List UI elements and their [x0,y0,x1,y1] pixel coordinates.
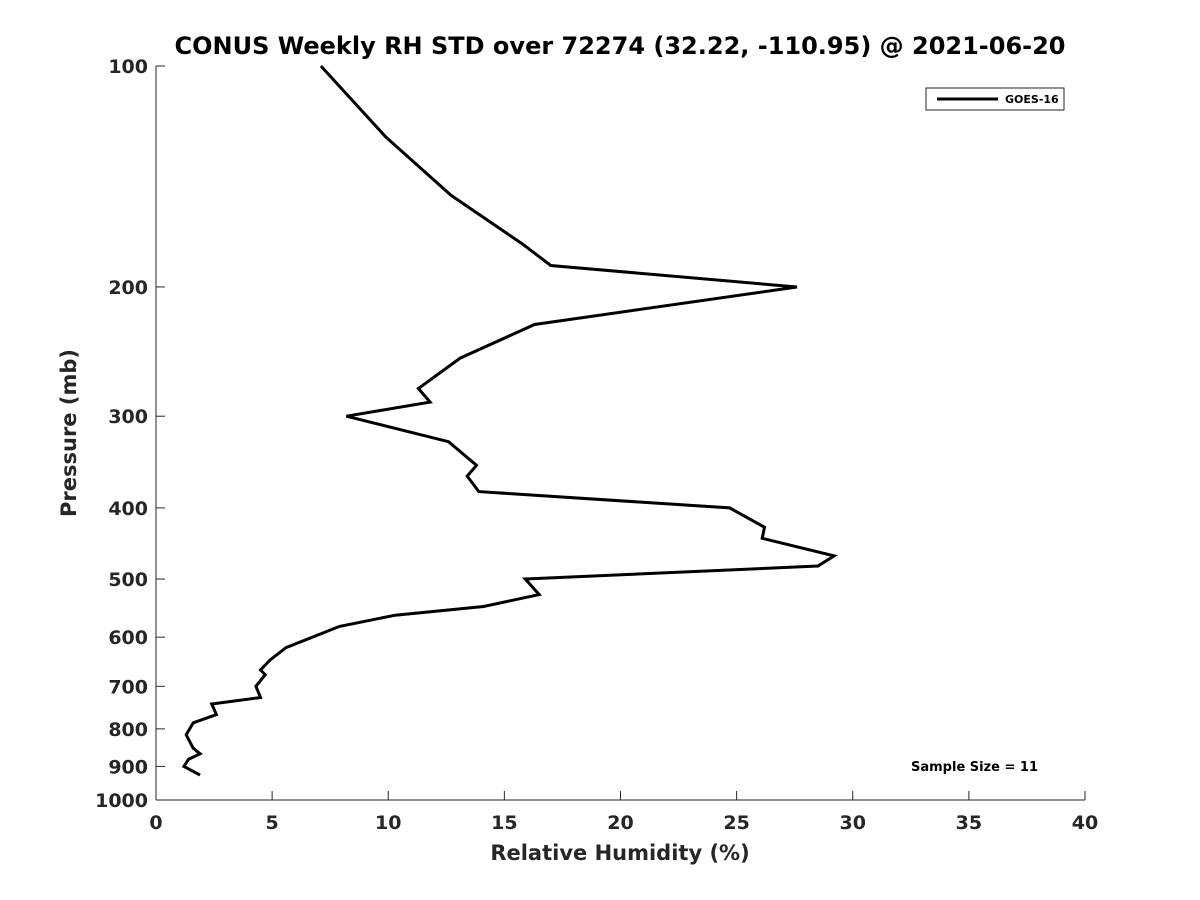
y-tick-label: 500 [108,569,148,591]
x-tick-label: 0 [149,812,162,834]
chart-title: CONUS Weekly RH STD over 72274 (32.22, -… [174,32,1065,60]
y-ticks: 100 200 300 400 500 600 700 800 900 1000 [95,56,165,812]
x-tick-label: 30 [840,812,866,834]
y-tick-label: 800 [108,719,148,741]
x-tick-label: 40 [1072,812,1098,834]
series-layer [181,64,839,777]
x-tick-label: 20 [607,812,633,834]
x-tick-label: 25 [723,812,749,834]
sample-size-annotation: Sample Size = 11 [911,760,1038,775]
y-tick-label: 300 [108,406,148,428]
legend: GOES-16 [925,87,1065,111]
y-tick-label: 200 [108,277,148,299]
x-ticks: 0 5 10 15 20 25 30 35 40 [149,791,1098,834]
y-tick-label: 400 [108,498,148,520]
legend-label-goes-16: GOES-16 [1005,93,1059,106]
series-line-goes-16 [181,64,839,777]
y-tick-label: 900 [108,756,148,778]
y-tick-label: 1000 [95,790,148,812]
y-tick-label: 100 [108,56,148,78]
x-axis-label: Relative Humidity (%) [490,841,749,865]
y-tick-label: 600 [108,627,148,649]
y-tick-label: 700 [108,676,148,698]
x-tick-label: 10 [375,812,401,834]
x-tick-label: 15 [491,812,517,834]
x-tick-label: 5 [266,812,279,834]
x-tick-label: 35 [956,812,982,834]
y-axis-label: Pressure (mb) [57,349,81,517]
